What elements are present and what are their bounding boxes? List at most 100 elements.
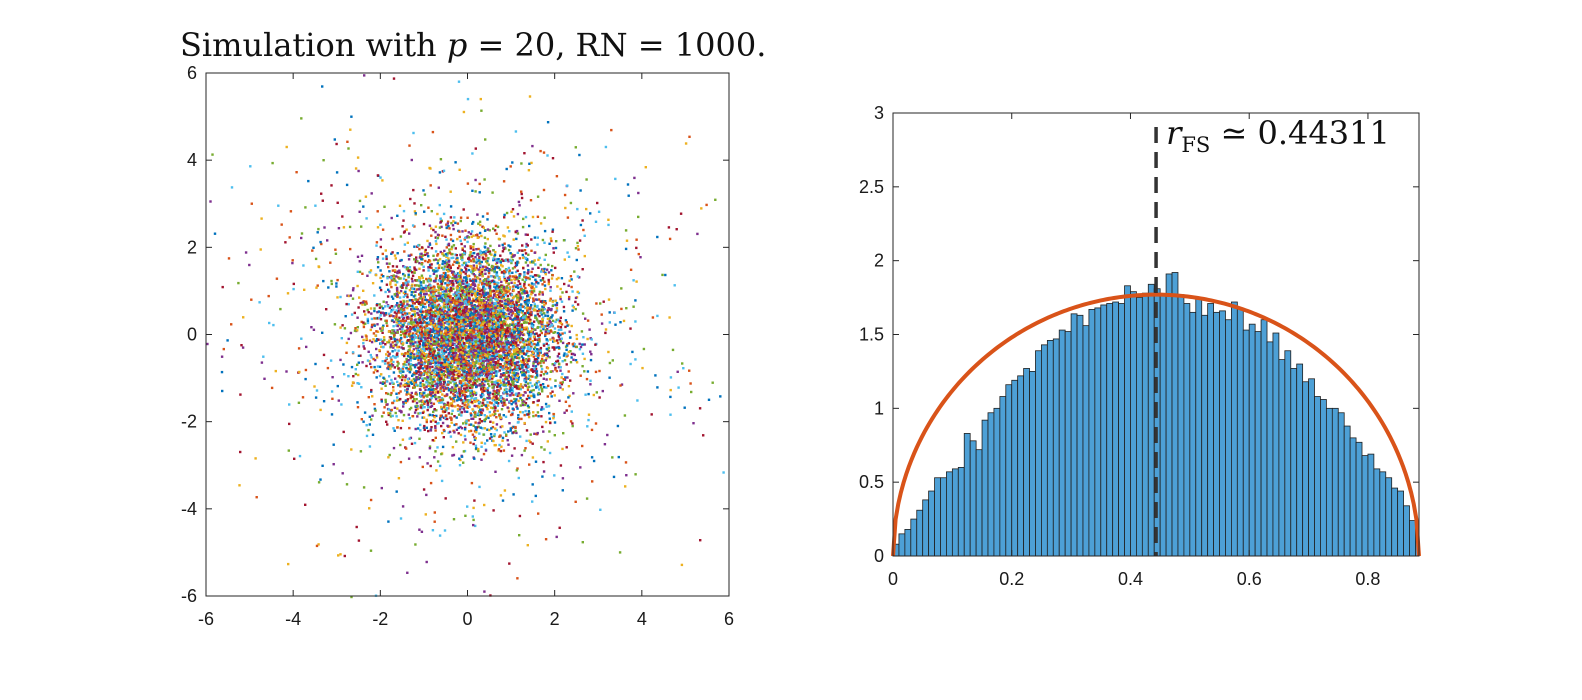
scatter-point bbox=[624, 485, 627, 488]
scatter-point bbox=[450, 221, 453, 225]
scatter-point bbox=[518, 204, 521, 207]
scatter-point bbox=[581, 365, 584, 368]
scatter-point bbox=[496, 354, 499, 358]
scatter-point bbox=[403, 321, 407, 324]
scatter-point bbox=[477, 406, 481, 409]
scatter-point bbox=[513, 325, 517, 329]
scatter-point bbox=[432, 228, 435, 232]
scatter-point bbox=[381, 331, 384, 334]
scatter-point bbox=[469, 333, 472, 337]
scatter-point bbox=[399, 517, 403, 520]
scatter-point bbox=[379, 245, 382, 249]
scatter-point bbox=[495, 232, 498, 235]
scatter-point bbox=[420, 307, 423, 310]
scatter-point bbox=[436, 269, 440, 272]
scatter-point bbox=[471, 222, 474, 225]
scatter-point bbox=[472, 342, 475, 345]
scatter-point bbox=[431, 383, 434, 386]
scatter-point bbox=[496, 385, 499, 389]
scatter-point bbox=[522, 328, 525, 331]
scatter-point bbox=[523, 291, 527, 295]
scatter-point bbox=[391, 329, 394, 332]
scatter-point bbox=[467, 289, 471, 293]
scatter-point bbox=[512, 431, 515, 434]
scatter-point bbox=[404, 304, 407, 308]
scatter-point bbox=[517, 392, 521, 395]
scatter-point bbox=[446, 424, 449, 428]
scatter-point bbox=[533, 303, 536, 306]
scatter-point bbox=[514, 270, 518, 274]
scatter-point bbox=[556, 331, 560, 335]
scatter-point bbox=[342, 226, 346, 229]
scatter-point bbox=[356, 316, 359, 319]
scatter-point bbox=[462, 387, 466, 390]
scatter-point bbox=[385, 420, 388, 423]
scatter-point bbox=[457, 398, 461, 401]
scatter-point bbox=[549, 321, 552, 324]
scatter-point bbox=[692, 422, 695, 425]
scatter-point bbox=[510, 378, 513, 381]
scatter-point bbox=[548, 356, 551, 359]
scatter-point bbox=[549, 286, 552, 289]
scatter-point bbox=[463, 378, 466, 382]
scatter-point bbox=[531, 144, 534, 148]
scatter-point bbox=[572, 392, 575, 395]
scatter-point bbox=[475, 296, 478, 300]
scatter-point bbox=[587, 413, 591, 416]
scatter-point bbox=[532, 309, 536, 312]
scatter-point bbox=[545, 386, 548, 389]
scatter-point bbox=[510, 343, 514, 347]
scatter-point bbox=[656, 386, 659, 389]
scatter-point bbox=[442, 436, 445, 439]
scatter-point bbox=[473, 435, 476, 439]
scatter-point bbox=[454, 221, 457, 224]
scatter-point bbox=[503, 388, 507, 391]
scatter-point bbox=[490, 279, 493, 283]
scatter-point bbox=[322, 279, 325, 283]
scatter-point bbox=[390, 216, 393, 220]
scatter-point bbox=[461, 279, 465, 282]
scatter-point bbox=[466, 370, 469, 374]
scatter-point bbox=[441, 445, 445, 449]
scatter-point bbox=[668, 237, 672, 241]
scatter-point bbox=[366, 321, 370, 325]
scatter-point bbox=[469, 399, 473, 402]
scatter-point bbox=[352, 375, 355, 378]
scatter-point bbox=[413, 353, 416, 356]
scatter-point bbox=[524, 371, 527, 374]
scatter-point bbox=[385, 283, 389, 286]
scatter-point bbox=[412, 290, 415, 294]
scatter-point bbox=[453, 361, 456, 364]
scatter-point bbox=[546, 317, 550, 321]
scatter-point bbox=[486, 248, 489, 251]
scatter-point bbox=[402, 291, 406, 295]
scatter-point bbox=[538, 388, 541, 391]
scatter-point bbox=[345, 483, 349, 486]
scatter-point bbox=[452, 334, 456, 338]
scatter-point bbox=[358, 260, 361, 263]
scatter-point bbox=[424, 287, 427, 290]
scatter-point bbox=[476, 368, 479, 371]
scatter-point bbox=[397, 345, 401, 349]
scatter-point bbox=[275, 277, 279, 280]
scatter-point bbox=[427, 378, 430, 381]
scatter-point bbox=[473, 383, 476, 386]
scatter-point bbox=[519, 311, 522, 314]
scatter-point bbox=[375, 241, 379, 244]
scatter-point bbox=[314, 204, 317, 207]
scatter-point bbox=[358, 296, 361, 299]
scatter-point bbox=[545, 332, 548, 335]
scatter-point bbox=[365, 217, 368, 220]
scatter-point bbox=[492, 257, 495, 260]
scatter-point bbox=[527, 283, 531, 287]
scatter-point bbox=[481, 392, 484, 395]
scatter-point bbox=[528, 348, 532, 351]
scatter-point bbox=[307, 179, 310, 183]
scatter-point bbox=[396, 396, 399, 399]
scatter-point bbox=[714, 198, 717, 201]
scatter-point bbox=[568, 330, 571, 333]
scatter-point bbox=[472, 417, 475, 420]
scatter-point bbox=[423, 377, 426, 380]
scatter-point bbox=[403, 243, 407, 246]
scatter-point bbox=[522, 217, 525, 221]
